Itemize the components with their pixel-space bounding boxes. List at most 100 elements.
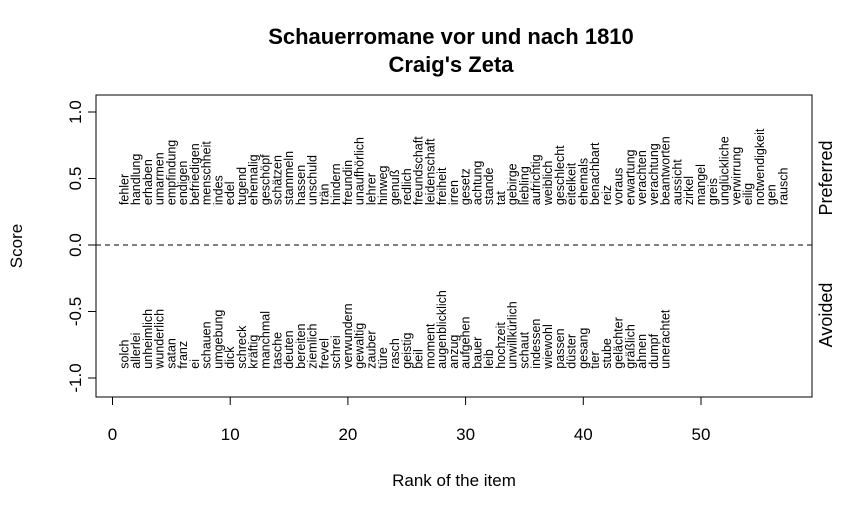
avoided-word-label: schreck [235,325,249,369]
preferred-word-label: handlung [129,154,143,205]
preferred-word-label: hinweg [376,165,390,205]
avoided-word-label: ei [188,359,202,369]
preferred-word-label: edel [223,181,237,205]
x-tick-label: 20 [338,425,357,444]
x-tick-label: 40 [574,425,593,444]
avoided-word-label: wiewohl [541,324,555,369]
preferred-word-label: hindern [329,163,343,205]
avoided-word-label: solch [117,339,131,368]
avoided-word-label: stube [600,338,614,369]
avoided-side-label: Avoided [816,283,836,348]
avoided-word-label: hochzeit [494,322,508,369]
preferred-word-label: notwendigkeit [753,128,767,205]
y-tick-label: 0.5 [66,167,85,191]
y-tick-label: -1.0 [66,363,85,392]
preferred-word-label: unschuld [306,155,320,205]
preferred-word-label: verwirrung [729,147,743,205]
x-tick-label: 0 [108,425,117,444]
preferred-word-label: endigen [176,161,190,206]
preferred-word-label: unaufhörlich [353,137,367,205]
preferred-word-label: gesetz [459,168,473,205]
y-tick-label: 1.0 [66,100,85,124]
avoided-word-label: dumpf [647,333,661,368]
preferred-word-label: unglückliche [718,136,732,205]
y-axis-label: Score [7,224,26,268]
preferred-word-label: verachtung [647,143,661,205]
preferred-word-label: stammeln [282,151,296,205]
preferred-word-label: erhaben [141,159,155,205]
avoided-word-label: verwundern [341,303,355,368]
x-axis-label: Rank of the item [392,471,516,490]
avoided-word-label: anzug [447,335,461,369]
avoided-word-label: schauen [200,321,214,368]
avoided-word-label: wunderlich [153,309,167,370]
preferred-word-label: fehler [117,174,131,205]
preferred-word-label: leidenschaft [423,138,437,205]
avoided-word-label: ahnen [635,334,649,369]
avoided-word-label: beil [412,349,426,368]
avoided-word-label: schaut [517,331,531,368]
preferred-word-label: umarmen [153,152,167,205]
preferred-word-label: geschöpf [259,154,273,205]
avoided-word-label: tasche [270,332,284,369]
chart-title: Schauerromane vor und nach 1810 [268,24,634,49]
preferred-word-label: eilig [741,183,755,205]
avoided-word-label: gelächter [612,317,626,368]
preferred-word-label: benachbart [588,142,602,205]
avoided-word-label: gewaltig [353,323,367,369]
avoided-word-label: leib [482,349,496,369]
avoided-word-label: gräßlich [623,324,637,369]
preferred-word-label: mangel [694,164,708,205]
preferred-word-label: redlich [400,168,414,205]
avoided-word-label: bereiten [294,323,308,368]
y-axis: -1.0 -0.5 0.0 0.5 1.0 [66,100,97,393]
preferred-word-label: eitelkeit [565,162,579,205]
x-tick-label: 10 [221,425,240,444]
preferred-word-label: tat [494,191,508,205]
preferred-word-label: irren [447,180,461,205]
avoided-word-label: allerlei [129,333,143,369]
preferred-word-label: empfindung [164,140,178,205]
avoided-word-label: augenblicklich [435,290,449,369]
preferred-word-label: erwartung [623,149,637,205]
avoided-word-label: gesang [576,328,590,369]
x-axis: 0 10 20 30 40 50 [108,396,710,444]
preferred-word-label: achtung [470,161,484,206]
avoided-word-label: moment [423,323,437,369]
avoided-word-label: düster [565,334,579,369]
preferred-word-label: ehemals [576,158,590,205]
preferred-word-label: trän [317,184,331,206]
preferred-word-label: gen [765,184,779,205]
avoided-word-label: aufgehen [459,317,473,369]
preferred-word-label: lehrer [364,173,378,205]
preferred-word-label: freundschaft [412,136,426,205]
preferred-word-label: freiheit [435,167,449,205]
avoided-word-label: bauer [470,337,484,369]
avoided-words: solchallerleiunheimlichwunderlichsatanfr… [117,290,672,370]
preferred-word-label: aufrichtig [529,154,543,205]
preferred-word-label: menschheit [200,141,214,205]
avoided-word-label: satan [164,338,178,369]
preferred-word-label: befriedigen [188,143,202,205]
preferred-word-label: beantworten [659,136,673,205]
avoided-word-label: zauber [364,330,378,368]
preferred-word-label: aussicht [670,159,684,205]
preferred-word-label: voraus [612,168,626,206]
preferred-word-label: weiblich [541,161,555,207]
chart-subtitle: Craig's Zeta [388,52,514,77]
preferred-word-label: verachten [635,150,649,205]
avoided-word-label: schrei [329,335,343,368]
avoided-word-label: rasch [388,338,402,369]
y-tick-label: -0.5 [66,297,85,326]
preferred-word-label: rausch [776,168,790,206]
avoided-word-label: unwillkürlich [506,301,520,368]
preferred-words: fehlerhandlungerhabenumarmenempfindungen… [117,128,790,206]
preferred-word-label: genuß [388,169,402,205]
avoided-word-label: frevel [317,338,331,369]
avoided-word-label: passen [553,328,567,368]
preferred-word-label: reiz [600,185,614,205]
avoided-word-label: franz [176,341,190,369]
avoided-word-label: deuten [282,330,296,368]
avoided-word-label: indessen [529,319,543,369]
